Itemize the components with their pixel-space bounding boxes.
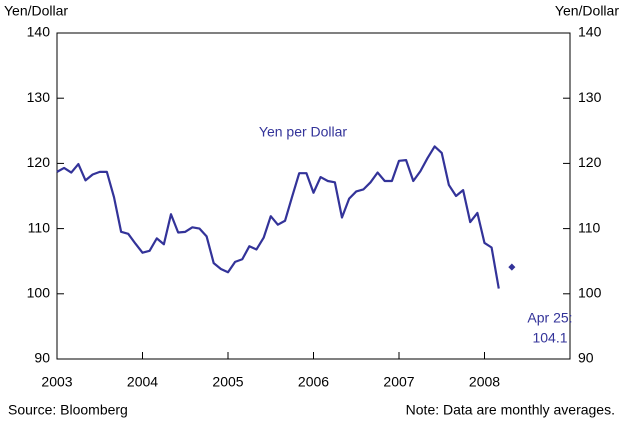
x-tick-label: 2003	[41, 374, 72, 390]
source: Source: Bloomberg	[8, 402, 128, 418]
y2-tick-label: 110	[578, 219, 601, 235]
x-tick-label: 2006	[298, 374, 329, 390]
x-tick-label: 2007	[383, 374, 414, 390]
y2-tick-label: 130	[578, 89, 602, 105]
y-tick-label: 140	[27, 24, 51, 40]
y-tick-label: 120	[27, 154, 51, 170]
x-tick-label: 2005	[212, 374, 243, 390]
annotation-label: Apr 25:	[527, 310, 572, 326]
legend-label: Yen per Dollar	[259, 124, 348, 140]
y2-tick-label: 100	[578, 285, 602, 301]
note: Note: Data are monthly averages.	[406, 402, 615, 418]
y-axis-title: Yen/Dollar	[4, 3, 68, 19]
y2-tick-label: 90	[578, 350, 594, 366]
y2-tick-label: 120	[578, 154, 602, 170]
y-tick-label: 100	[27, 285, 51, 301]
annotation-value: 104.1	[532, 330, 567, 346]
y-tick-label: 130	[27, 89, 51, 105]
line	[56, 145, 500, 289]
x-tick-label: 2004	[127, 374, 158, 390]
plot-frame	[56, 32, 571, 360]
y2-tick-label: 140	[578, 24, 602, 40]
y2-axis-title: Yen/Dollar	[555, 3, 619, 19]
y-tick-label: 110	[28, 219, 51, 235]
y-tick-label: 90	[34, 350, 50, 366]
x-tick-label: 2008	[469, 374, 500, 390]
point-marker	[508, 263, 516, 271]
